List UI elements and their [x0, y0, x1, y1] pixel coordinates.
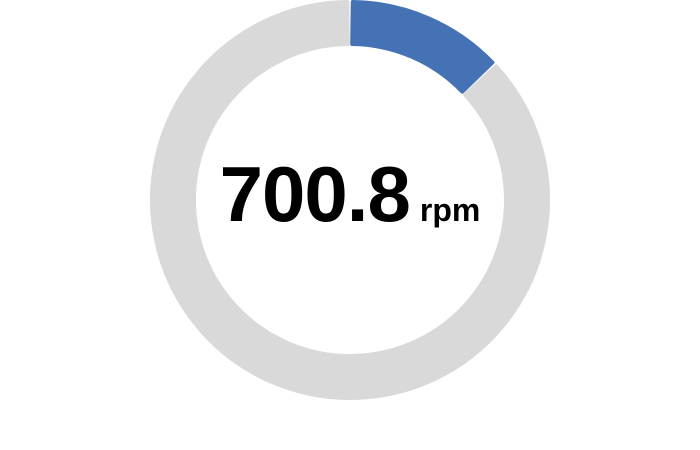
gauge-fill-arc [350, 0, 495, 94]
gauge-track [150, 0, 550, 400]
gauge-value: 700.8 [219, 150, 411, 238]
gauge-unit: rpm [419, 192, 481, 228]
gauge-readout: 700.8 rpm [220, 155, 481, 233]
